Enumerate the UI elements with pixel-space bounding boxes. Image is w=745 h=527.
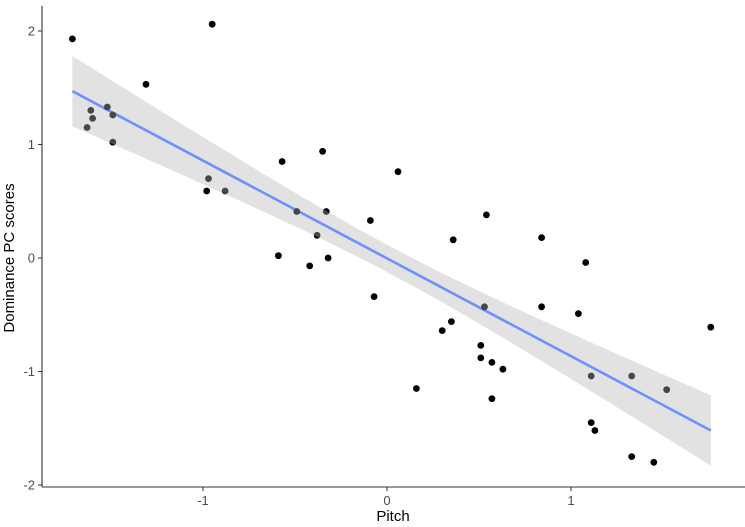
data-point <box>221 187 229 195</box>
data-point <box>275 252 282 260</box>
data-point <box>69 35 76 43</box>
data-point <box>483 211 490 219</box>
data-point <box>413 385 420 392</box>
data-point <box>109 138 117 146</box>
data-point <box>628 453 636 460</box>
data-point <box>628 372 636 380</box>
data-point <box>481 303 488 311</box>
data-point <box>109 111 117 119</box>
data-points <box>69 20 715 466</box>
data-point <box>707 323 715 331</box>
x-axis-ticks: -1 0 1 <box>197 487 575 508</box>
data-point <box>587 372 595 380</box>
data-point <box>205 175 212 183</box>
data-point <box>488 395 496 403</box>
data-point <box>278 158 286 165</box>
data-point <box>324 254 332 262</box>
data-point <box>89 115 96 122</box>
data-point <box>322 208 330 215</box>
fit-line <box>71 90 712 432</box>
data-point <box>438 327 446 334</box>
data-point <box>575 310 582 317</box>
confidence-band-overlay <box>72 56 711 466</box>
data-point <box>394 168 402 176</box>
data-point <box>591 427 599 434</box>
axes: -2 -1 0 1 2 -1 0 1 <box>23 6 745 508</box>
y-axis-ticks: -2 -1 0 1 2 <box>23 24 42 493</box>
data-point <box>370 293 378 300</box>
data-point <box>313 231 321 239</box>
y-tick-label: 1 <box>28 137 35 152</box>
data-point <box>477 342 485 349</box>
data-point <box>103 103 111 111</box>
data-point <box>488 359 496 366</box>
data-point <box>582 259 590 266</box>
data-point <box>208 20 216 28</box>
data-point <box>293 208 301 215</box>
data-point <box>203 187 211 195</box>
data-point <box>449 236 457 244</box>
x-tick-label: 1 <box>567 493 574 508</box>
data-point <box>319 147 326 155</box>
data-point <box>663 386 671 394</box>
x-tick-label: -1 <box>197 493 209 508</box>
data-point <box>87 107 95 114</box>
data-point <box>142 80 150 88</box>
y-axis-title: Dominance PC scores <box>1 183 18 332</box>
x-tick-label: 0 <box>383 493 390 508</box>
data-point <box>448 318 455 325</box>
data-point <box>650 458 658 466</box>
data-point <box>477 354 485 362</box>
regression-line <box>71 90 712 432</box>
data-point <box>538 234 545 242</box>
y-tick-label: -1 <box>23 364 35 379</box>
data-point <box>587 419 595 426</box>
data-point <box>499 365 507 373</box>
data-point <box>367 217 374 224</box>
x-axis-title: Pitch <box>376 508 409 525</box>
y-tick-label: -2 <box>23 478 35 493</box>
data-point <box>538 303 545 311</box>
y-tick-label: 2 <box>28 24 35 39</box>
y-tick-label: 0 <box>28 251 35 266</box>
data-point <box>83 124 91 131</box>
data-point <box>306 262 314 270</box>
